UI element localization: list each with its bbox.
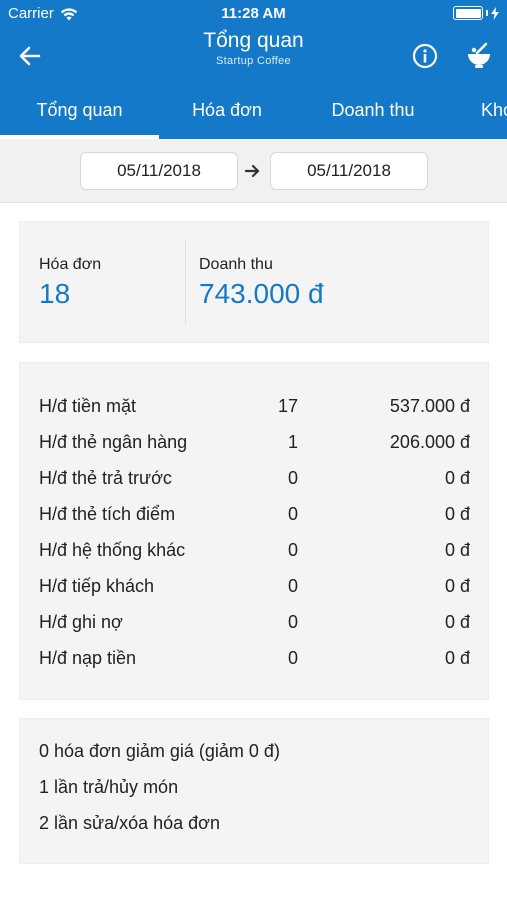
breakdown-row: H/đ tiếp khách 0 0 đ: [20, 568, 490, 604]
breakdown-amount: 0 đ: [444, 648, 470, 668]
breakdown-amount: 0 đ: [444, 576, 470, 596]
breakdown-name: H/đ hệ thống khác: [39, 540, 186, 560]
note-discounts: 0 hóa đơn giảm giá (giảm 0 đ): [39, 741, 280, 761]
breakdown-name: H/đ thẻ ngân hàng: [39, 432, 188, 452]
breakdown-row: H/đ ghi nợ 0 0 đ: [20, 604, 490, 640]
invoices-value: 18: [39, 278, 71, 309]
breakdown-amount: 537.000 đ: [389, 396, 470, 416]
back-arrow-icon: [19, 46, 41, 66]
breakdown-amount: 0 đ: [444, 468, 470, 488]
breakdown-amount: 0 đ: [444, 612, 470, 632]
breakdown-count: 1: [287, 432, 298, 452]
date-range-bar: 05/11/2018 05/11/2018: [0, 139, 507, 203]
breakdown-amount: 0 đ: [444, 504, 470, 524]
breakdown-count: 17: [277, 396, 298, 416]
breakdown-row: H/đ thẻ ngân hàng 1 206.000 đ: [20, 424, 490, 460]
breakdown-amount: 206.000 đ: [389, 432, 470, 452]
nav-titles: Tổng quan Startup Coffee: [100, 28, 407, 67]
breakdown-row: H/đ tiền mặt 17 537.000 đ: [20, 388, 490, 424]
breakdown-row: H/đ nạp tiền 0 0 đ: [20, 640, 490, 676]
breakdown-amount: 0 đ: [444, 540, 470, 560]
breakdown-count: 0: [287, 648, 298, 668]
tab-invoices[interactable]: Hóa đơn: [192, 100, 262, 120]
note-returns: 1 lần trả/hủy món: [39, 777, 179, 797]
revenue-label: Doanh thu: [199, 256, 273, 273]
notes-card: 0 hóa đơn giảm giá (giảm 0 đ) 1 lần trả/…: [19, 718, 489, 864]
page-title: Tổng quan: [203, 29, 304, 52]
date-from-field[interactable]: 05/11/2018: [80, 152, 238, 190]
bowl-icon: [468, 42, 490, 68]
bowl-button[interactable]: [462, 39, 496, 73]
carrier-group: Carrier: [8, 5, 78, 22]
status-bar: Carrier 11:28 AM: [0, 0, 507, 28]
arrow-right-icon: [244, 164, 260, 178]
nav-bar: Tổng quan Startup Coffee: [0, 28, 507, 84]
breakdown-row: H/đ hệ thống khác 0 0 đ: [20, 532, 490, 568]
page-subtitle: Startup Coffee: [216, 55, 291, 67]
tab-bar: Tổng quan Hóa đơn Doanh thu Kho: [0, 84, 507, 139]
summary-divider: [185, 240, 186, 324]
breakdown-count: 0: [287, 576, 298, 596]
summary-card: Hóa đơn 18 Doanh thu 743.000 đ: [19, 221, 489, 343]
breakdown-count: 0: [287, 468, 298, 488]
breakdown-count: 0: [287, 504, 298, 524]
breakdown-card: H/đ tiền mặt 17 537.000 đ H/đ thẻ ngân h…: [19, 362, 489, 700]
breakdown-count: 0: [287, 612, 298, 632]
info-button[interactable]: [409, 40, 441, 72]
battery-icon: [453, 6, 499, 20]
invoices-label: Hóa đơn: [39, 256, 102, 273]
back-button[interactable]: [14, 40, 46, 72]
charging-bolt-icon: [491, 6, 499, 20]
revenue-value: 743.000 đ: [199, 278, 324, 309]
breakdown-count: 0: [287, 540, 298, 560]
tab-overview[interactable]: Tổng quan: [0, 84, 159, 139]
date-to-field[interactable]: 05/11/2018: [270, 152, 428, 190]
wifi-icon: [60, 7, 78, 20]
breakdown-name: H/đ thẻ trả trước: [39, 468, 172, 488]
info-icon: [412, 43, 438, 69]
breakdown-name: H/đ nạp tiền: [39, 648, 137, 668]
tab-inventory[interactable]: Kho: [481, 100, 507, 120]
status-time: 11:28 AM: [221, 5, 286, 22]
tab-revenue[interactable]: Doanh thu: [331, 100, 415, 120]
breakdown-name: H/đ tiền mặt: [39, 396, 137, 416]
breakdown-row: H/đ thẻ trả trước 0 0 đ: [20, 460, 490, 496]
breakdown-name: H/đ tiếp khách: [39, 576, 155, 596]
note-edits: 2 lần sửa/xóa hóa đơn: [39, 813, 220, 833]
breakdown-name: H/đ thẻ tích điểm: [39, 504, 176, 524]
breakdown-name: H/đ ghi nợ: [39, 612, 123, 632]
breakdown-row: H/đ thẻ tích điểm 0 0 đ: [20, 496, 490, 532]
carrier-label: Carrier: [8, 5, 54, 22]
